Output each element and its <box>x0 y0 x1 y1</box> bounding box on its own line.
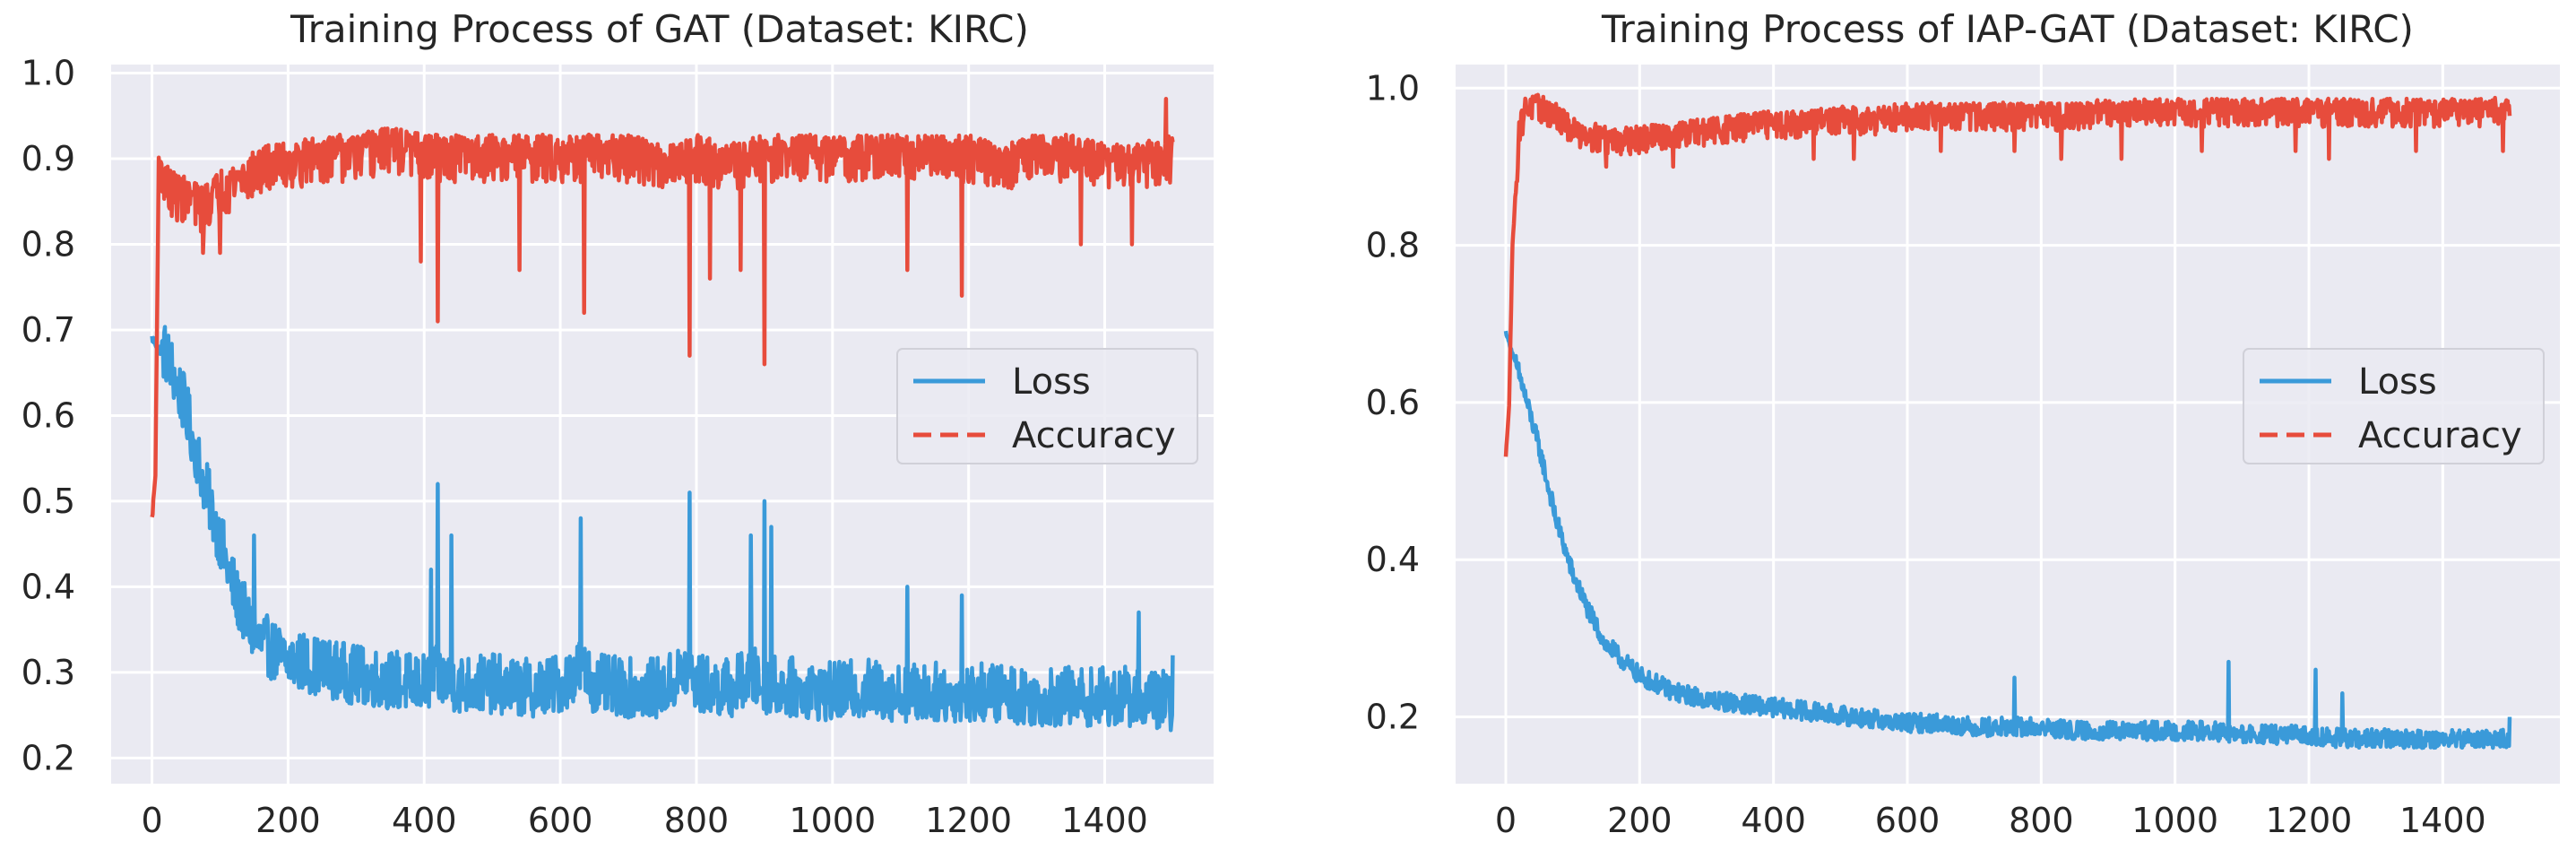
gat-x-tick-label: 600 <box>528 801 593 840</box>
gat-y-tick-label: 0.6 <box>22 395 75 435</box>
iap-gat-y-tick-label: 0.6 <box>1366 383 1420 422</box>
gat-loss-line <box>150 325 1175 733</box>
gat-x-tick-label: 400 <box>392 801 457 840</box>
gat-y-tick-label: 0.9 <box>22 139 75 178</box>
iap-gat-x-tick-label: 0 <box>1495 801 1517 840</box>
gat-x-tick-label: 1200 <box>925 801 1012 840</box>
iap-gat-x-tick-label: 200 <box>1607 801 1673 840</box>
iap-gat-x-tick-label: 1200 <box>2266 801 2353 840</box>
iap-gat-x-tick-label: 1400 <box>2399 801 2486 840</box>
iap-gat-accuracy-line <box>1503 92 2512 457</box>
iap-gat-y-tick-label: 0.8 <box>1366 226 1420 265</box>
gat-y-tick-label: 0.4 <box>22 567 75 606</box>
gat-chart-panel: 0 200 400 600 800 1000 1200 1400 0.2 0.3 0.4 0.5 0.6… <box>22 7 1214 840</box>
gat-legend-label-accuracy: Accuracy <box>1012 415 1176 456</box>
gat-y-tick-label: 0.3 <box>22 653 75 692</box>
gat-y-tick-label: 1.0 <box>22 54 75 93</box>
iap-gat-x-tick-label: 800 <box>2009 801 2074 840</box>
gat-x-tick-label: 1400 <box>1061 801 1148 840</box>
gat-y-tick-label: 0.5 <box>22 482 75 521</box>
iap-gat-y-tick-label: 0.4 <box>1366 540 1420 579</box>
gat-y-tick-label: 0.7 <box>22 310 75 350</box>
gat-x-tick-label: 0 <box>141 801 162 840</box>
iap-gat-x-tick-label: 600 <box>1875 801 1941 840</box>
iap-gat-legend-label-accuracy: Accuracy <box>2358 415 2522 456</box>
gat-x-tick-label: 1000 <box>789 801 876 840</box>
iap-gat-chart-title: Training Process of IAP-GAT (Dataset: KI… <box>1601 7 2414 51</box>
gat-x-tick-label: 200 <box>255 801 321 840</box>
iap-gat-legend-label-loss: Loss <box>2358 361 2437 403</box>
gat-chart-title: Training Process of GAT (Dataset: KIRC) <box>290 7 1029 51</box>
gat-y-tick-label: 0.8 <box>22 225 75 265</box>
iap-gat-y-tick-label: 0.2 <box>1366 697 1420 736</box>
gat-accuracy-line <box>150 96 1175 518</box>
iap-gat-x-tick-label: 400 <box>1741 801 1806 840</box>
iap-gat-chart-panel: 0 200 400 600 800 1000 1200 1400 0.2 0.4 0.6 0.8 1.0… <box>1366 7 2560 840</box>
iap-gat-loss-line <box>1503 330 2512 751</box>
gat-y-tick-label: 0.2 <box>22 738 75 777</box>
iap-gat-y-tick-label: 1.0 <box>1366 68 1420 108</box>
iap-gat-x-tick-label: 1000 <box>2131 801 2218 840</box>
gat-x-tick-label: 800 <box>664 801 730 840</box>
gat-legend-label-loss: Loss <box>1012 361 1091 403</box>
